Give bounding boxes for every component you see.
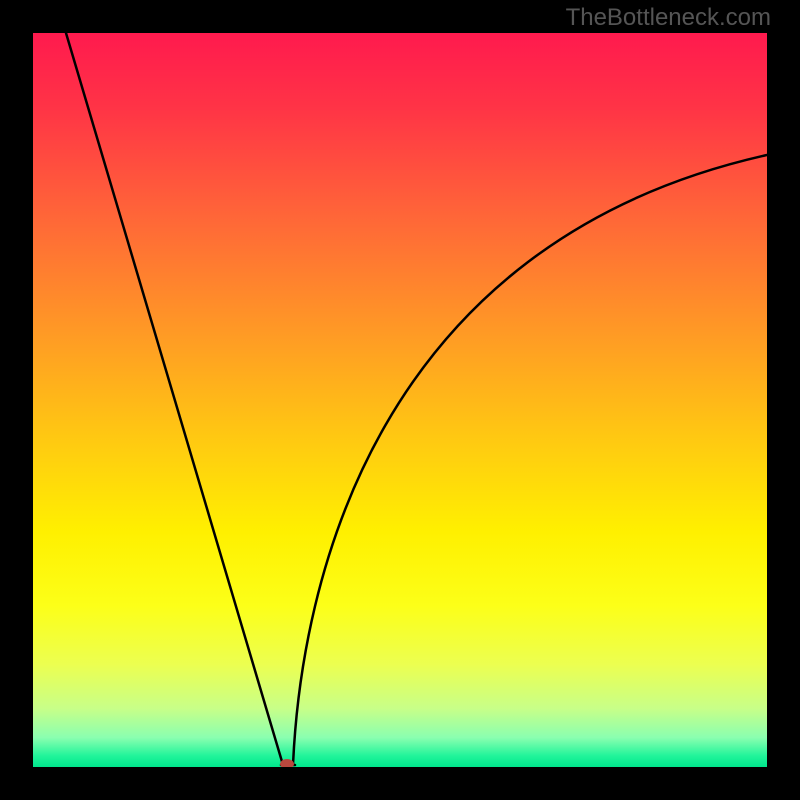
plot-area [33,33,767,767]
watermark-text: TheBottleneck.com [566,4,771,32]
bottleneck-curve [66,33,767,765]
chart-container: TheBottleneck.com [0,0,800,800]
curve-layer [33,33,767,767]
